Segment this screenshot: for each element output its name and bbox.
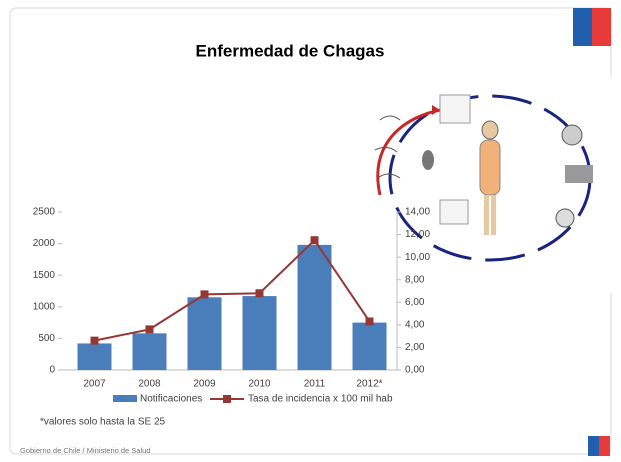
- body-leg: [484, 195, 489, 235]
- line-marker: [145, 325, 154, 334]
- slide-title: Enfermedad de Chagas: [196, 41, 385, 60]
- body-head: [481, 120, 499, 140]
- bar: [77, 343, 112, 370]
- x-tick-label: 2010: [248, 379, 271, 390]
- y2-tick-label: 0,00: [405, 365, 425, 376]
- x-tick-label: 2007: [83, 379, 106, 390]
- line-marker: [200, 290, 209, 299]
- hand-sketch: [374, 115, 401, 179]
- x-tick-label: 2012*: [356, 379, 382, 390]
- y-tick-label: 1000: [33, 301, 56, 312]
- y-tick-label: 2000: [33, 238, 56, 249]
- bar: [352, 322, 387, 370]
- bug-box: [439, 94, 471, 124]
- y2-tick-label: 10,00: [405, 252, 430, 263]
- bar: [242, 296, 277, 370]
- line-marker: [310, 236, 319, 245]
- footer: Gobierno de Chile / Ministerio de Salud: [20, 446, 151, 455]
- line: [94, 238, 371, 342]
- flag-red-small: [599, 436, 610, 456]
- line-marker: [365, 317, 374, 326]
- y2-tick-label: 6,00: [405, 297, 425, 308]
- legend-label: Notificaciones: [140, 394, 202, 405]
- y2-tick-label: 14,00: [405, 207, 430, 218]
- legend-swatch: [223, 395, 231, 403]
- cycle-left: [376, 108, 441, 196]
- bar: [297, 244, 332, 370]
- x-tick-label: 2008: [138, 379, 161, 390]
- y-tick-label: 1500: [33, 270, 56, 281]
- y-tick-label: 0: [49, 365, 55, 376]
- life-cycle-diagram: [365, 78, 615, 293]
- body: [479, 139, 501, 196]
- bar: [187, 297, 222, 370]
- y2-tick-label: 2,00: [405, 342, 425, 353]
- bug: [422, 150, 434, 170]
- y-tick-label: 500: [38, 333, 55, 344]
- bar: [132, 333, 167, 370]
- y-tick-label: 2500: [33, 207, 56, 218]
- legend-label: Tasa de incidencia x 100 mil hab: [248, 394, 393, 405]
- line-marker: [255, 289, 264, 298]
- y2-tick-label: 8,00: [405, 274, 425, 285]
- flag-blue-small: [588, 436, 599, 456]
- tissue: [565, 165, 593, 183]
- y2-tick-label: 4,00: [405, 319, 425, 330]
- y2-tick-label: 12,00: [405, 229, 430, 240]
- arrow: [432, 105, 440, 115]
- flag-red: [592, 8, 611, 46]
- legend-swatch: [113, 395, 137, 402]
- x-tick-label: 2009: [193, 379, 216, 390]
- bug-box: [439, 199, 469, 225]
- cell: [561, 124, 583, 146]
- flag-blue: [573, 8, 592, 46]
- x-tick-label: 2011: [304, 379, 326, 390]
- note: *valores solo hasta la SE 25: [40, 417, 166, 428]
- body-leg: [491, 195, 496, 235]
- cell: [555, 208, 575, 228]
- line-marker: [90, 336, 99, 345]
